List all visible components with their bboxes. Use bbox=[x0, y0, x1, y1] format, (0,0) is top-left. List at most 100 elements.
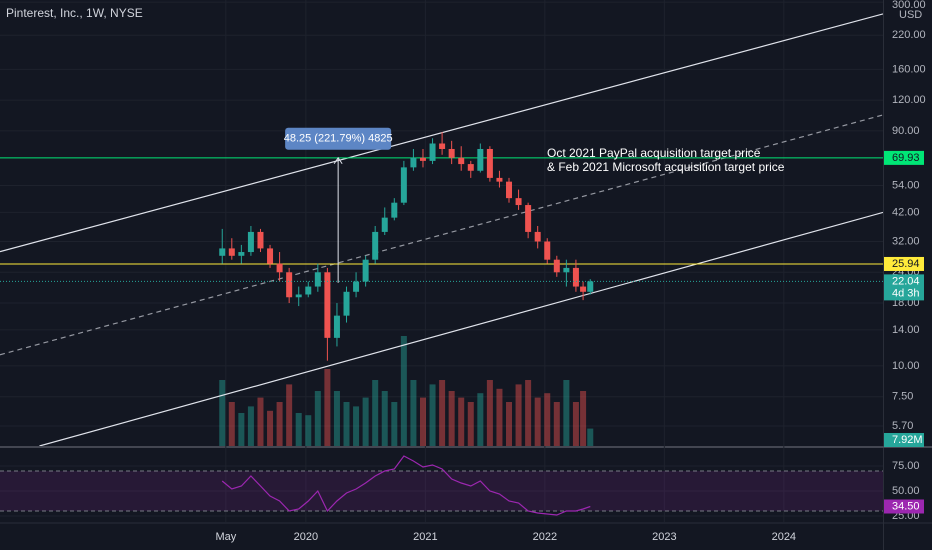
x-tick-label: 2022 bbox=[533, 531, 557, 543]
volume-bar bbox=[238, 413, 245, 446]
price-pane: 48.25 (221.79%) 4825 Oct 2021 PayPal acqu… bbox=[0, 13, 883, 446]
y-tick-label: 5.70 bbox=[892, 420, 913, 432]
volume-bar bbox=[267, 410, 274, 446]
volume-bar bbox=[295, 413, 302, 446]
candle-body bbox=[419, 157, 426, 161]
candle-body bbox=[391, 202, 398, 218]
volume-label-box bbox=[884, 433, 924, 447]
y-tick-label: 32.00 bbox=[892, 235, 920, 247]
countdown-label: 4d 3h bbox=[892, 287, 920, 299]
volume-bar bbox=[247, 406, 254, 446]
candle-body bbox=[515, 198, 522, 206]
candle-body bbox=[333, 315, 340, 338]
y-tick-label: 42.00 bbox=[892, 206, 920, 218]
candle-body bbox=[353, 281, 360, 292]
grid bbox=[0, 0, 883, 522]
trendline bbox=[39, 211, 883, 446]
candle-body bbox=[305, 286, 312, 295]
volume-bar bbox=[525, 380, 532, 446]
volume-bar bbox=[228, 402, 235, 446]
annotation-text: & Feb 2021 Microsoft acquisition target … bbox=[547, 160, 785, 174]
volume-bar bbox=[572, 402, 579, 446]
candle-body bbox=[410, 157, 417, 168]
candle-body bbox=[238, 252, 245, 256]
candle-body bbox=[400, 167, 407, 203]
candle-body bbox=[276, 263, 283, 273]
volume-bar bbox=[419, 397, 426, 446]
volume-bar bbox=[515, 384, 522, 446]
x-tick-label: 2024 bbox=[772, 531, 796, 543]
candle-body bbox=[580, 286, 587, 292]
candle-body bbox=[257, 231, 264, 249]
rsi-tick-label: 50.00 bbox=[892, 485, 920, 497]
volume-bar bbox=[486, 380, 493, 446]
y-tick-label: 14.00 bbox=[892, 324, 920, 336]
candle-body bbox=[372, 231, 379, 260]
volume-bar bbox=[219, 380, 226, 446]
volume-bar bbox=[400, 336, 407, 446]
volume-bar bbox=[467, 402, 474, 446]
volume-bar bbox=[343, 402, 350, 446]
y-tick-label: 10.00 bbox=[892, 360, 920, 372]
volume-bar bbox=[458, 397, 465, 446]
candle-body bbox=[587, 281, 594, 292]
candle-body bbox=[448, 148, 455, 158]
volume-bar bbox=[534, 397, 541, 446]
volume-bar bbox=[305, 415, 312, 446]
candle-body bbox=[496, 177, 503, 182]
candle-body bbox=[439, 143, 446, 149]
measure-arrow bbox=[333, 156, 343, 165]
measure-label-box bbox=[285, 127, 392, 150]
candle-body bbox=[486, 148, 493, 178]
candle-body bbox=[534, 231, 541, 242]
chart-title: Pinterest, Inc., 1W, NYSE bbox=[6, 6, 143, 20]
x-tick-label: 2021 bbox=[413, 531, 437, 543]
price-label-box bbox=[884, 256, 924, 271]
volume-bar bbox=[429, 384, 436, 446]
candle-body bbox=[267, 248, 274, 264]
rsi-last-label: 34.50 bbox=[892, 500, 920, 512]
candle-body bbox=[563, 267, 570, 273]
price-label-box bbox=[884, 150, 924, 165]
candle-body bbox=[467, 164, 474, 171]
volume-bar bbox=[353, 406, 360, 446]
candle-body bbox=[295, 294, 302, 298]
candle-body bbox=[429, 143, 436, 161]
y-tick-label: 120.00 bbox=[892, 94, 926, 106]
rsi-label-box bbox=[884, 499, 924, 514]
y-tick-label: 160.00 bbox=[892, 63, 926, 75]
y-tick-label: 300.00 bbox=[892, 0, 926, 11]
candle-body bbox=[458, 157, 465, 165]
volume-bar bbox=[372, 380, 379, 446]
volume-bar bbox=[544, 393, 551, 446]
x-tick-label: 2020 bbox=[294, 531, 318, 543]
volume-bar bbox=[314, 391, 321, 446]
volume-bar bbox=[439, 380, 446, 446]
price-label: 25.94 bbox=[892, 258, 920, 270]
y-tick-label: 54.00 bbox=[892, 179, 920, 191]
last-price-label: 22.04 bbox=[892, 275, 920, 287]
volume-bar bbox=[391, 402, 398, 446]
volume-bar bbox=[324, 369, 331, 446]
candle-body bbox=[286, 272, 293, 298]
candle-body bbox=[362, 259, 369, 282]
rsi-line bbox=[221, 455, 591, 516]
trendline bbox=[0, 13, 883, 253]
y-unit: USD bbox=[899, 9, 922, 21]
candle-body bbox=[525, 205, 532, 232]
volume-bar bbox=[506, 402, 513, 446]
volume-bar bbox=[381, 391, 388, 446]
volume-bar bbox=[362, 397, 369, 446]
rsi-band bbox=[0, 471, 883, 511]
volume-bar bbox=[276, 402, 283, 446]
volume-bar bbox=[553, 402, 560, 446]
volume-label: 7.92M bbox=[892, 434, 923, 446]
candle-body bbox=[324, 272, 331, 338]
candle-body bbox=[572, 267, 579, 287]
volume-bar bbox=[580, 391, 587, 446]
volume-bar bbox=[410, 380, 417, 446]
y-tick-label: 90.00 bbox=[892, 125, 920, 137]
volume-bar bbox=[286, 384, 293, 446]
